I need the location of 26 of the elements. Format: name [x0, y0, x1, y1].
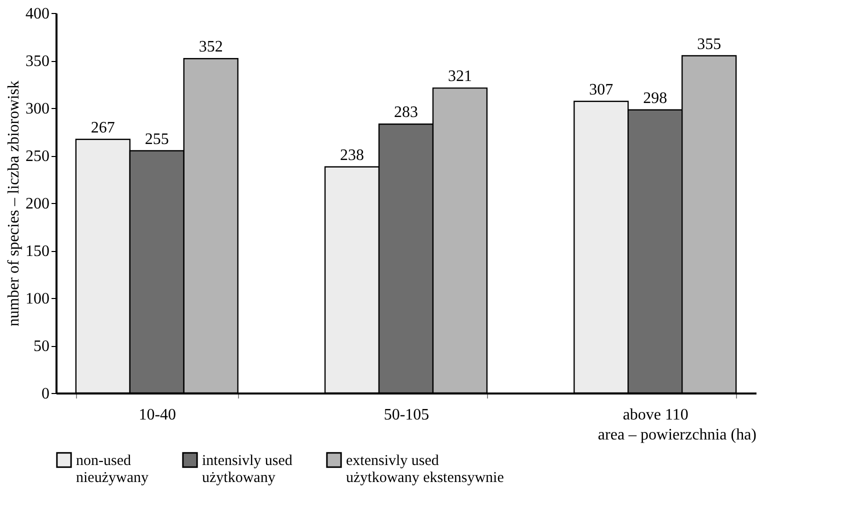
x-tick-label: 10-40 [138, 406, 176, 424]
data-label: 255 [144, 130, 169, 148]
y-tick-label: 0 [42, 386, 50, 402]
legend-label: extensivly used użytkowany ekstensywnie [346, 453, 504, 486]
y-tick-label: 350 [26, 53, 50, 70]
y-tick-label: 400 [26, 6, 50, 22]
y-tick-label: 250 [26, 148, 50, 165]
y-tick-label: 50 [34, 338, 50, 355]
y-tick-label: 300 [26, 100, 50, 118]
data-label: 307 [589, 81, 614, 98]
data-label: 352 [198, 38, 223, 56]
legend-label: intensivly used użytkowany [202, 453, 293, 486]
x-axis-title: area – powierzchnia (ha) [598, 426, 756, 444]
data-label: 283 [394, 104, 418, 122]
y-tick-label: 200 [26, 196, 50, 212]
x-tick-label: above 110 [622, 406, 688, 424]
y-tick-label: 150 [26, 243, 50, 260]
data-label: 355 [697, 36, 722, 53]
x-tick-label: 50-105 [384, 406, 430, 424]
data-label: 298 [643, 90, 668, 107]
data-label: 321 [448, 68, 472, 86]
y-tick-label: 100 [26, 290, 50, 308]
y-axis-title: number of species – liczba zbiorowisk [6, 80, 22, 326]
data-label: 267 [90, 119, 115, 136]
data-label: 238 [340, 146, 364, 164]
legend-label: non-used nieużywany [76, 453, 149, 486]
